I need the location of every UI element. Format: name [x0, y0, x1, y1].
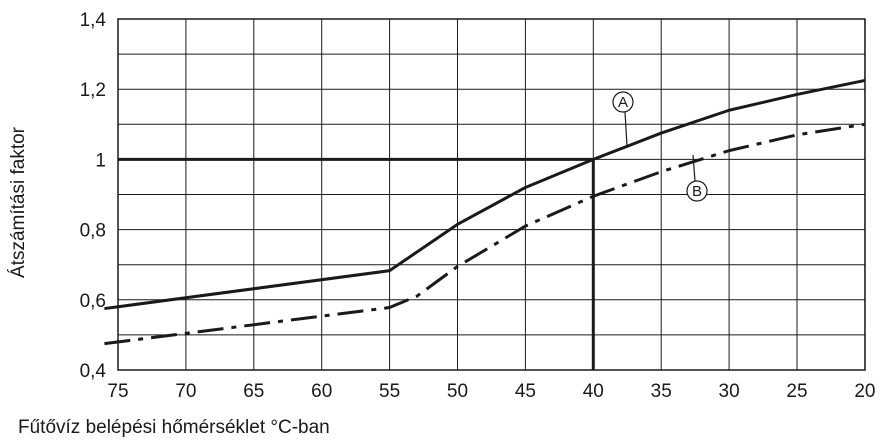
y-tick-label: 1	[95, 150, 106, 171]
x-tick-label: 75	[107, 381, 128, 402]
x-tick-label: 50	[447, 381, 468, 402]
x-tick-label: 65	[243, 381, 264, 402]
y-tick-labels: 0,4 0,6 0,8 1 1,2 1,4	[80, 10, 107, 382]
x-tick-label: 40	[583, 381, 604, 402]
x-tick-label: 20	[854, 381, 875, 402]
x-tick-label: 35	[651, 381, 672, 402]
x-tick-label: 30	[719, 381, 740, 402]
y-tick-label: 0,4	[80, 361, 107, 382]
marker-label: A	[618, 94, 628, 111]
x-tick-label: 25	[786, 381, 807, 402]
series-marker-a: A	[612, 91, 634, 147]
marker-leader-line	[692, 154, 696, 182]
y-tick-label: 0,6	[80, 291, 106, 312]
series-markers: AB	[612, 91, 708, 202]
series-marker-b: B	[686, 154, 708, 202]
series-line-a	[104, 78, 866, 311]
marker-circle	[612, 91, 634, 113]
y-tick-label: 0,8	[80, 221, 106, 242]
y-axis-label: Átszámítási faktor	[8, 126, 29, 278]
x-tick-label: 45	[515, 381, 536, 402]
reference-lines	[118, 157, 595, 370]
y-tick-label: 1,2	[80, 80, 106, 101]
x-axis-label: Fűtővíz belépési hőmérséklet °C-ban	[18, 417, 330, 438]
plot-border	[117, 18, 866, 371]
marker-leader-line	[624, 111, 628, 147]
y-tick-label: 1,4	[80, 10, 107, 31]
grid-lines	[117, 18, 866, 371]
series-lines	[104, 78, 866, 346]
x-tick-label: 60	[311, 381, 332, 402]
series-line-b	[104, 122, 866, 346]
x-tick-label: 70	[175, 381, 196, 402]
marker-label: B	[692, 183, 702, 200]
x-tick-label: 55	[379, 381, 400, 402]
marker-circle	[686, 180, 708, 202]
x-tick-labels: 75 70 65 60 55 50 45 40 35 30 25 20	[107, 381, 875, 402]
